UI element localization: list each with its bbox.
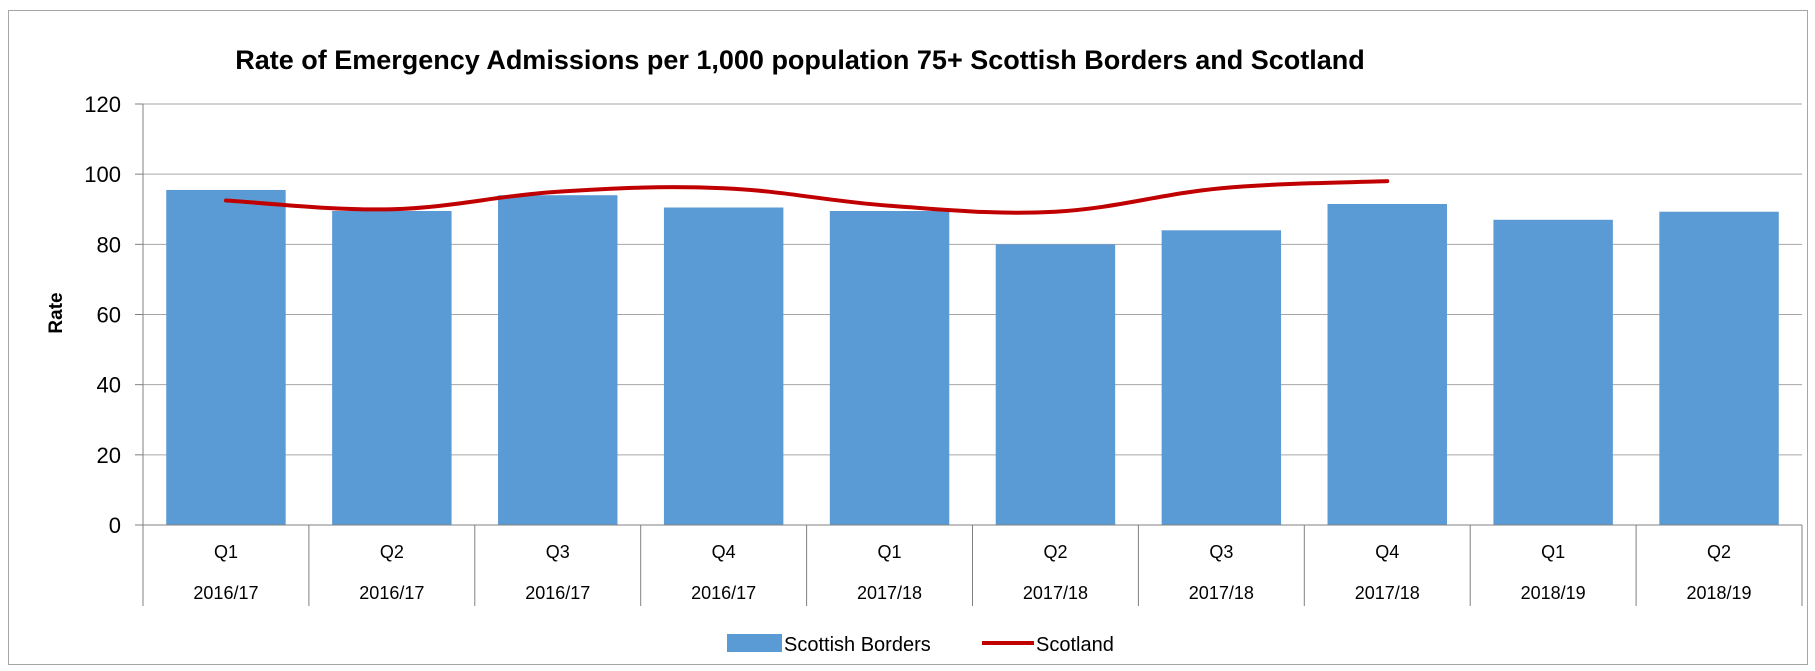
- y-axis-ticks: 0 20 40 60 80 100 120: [84, 92, 144, 538]
- y-tick-label: 40: [97, 373, 121, 398]
- x-tick-label-quarter: Q2: [1707, 542, 1731, 562]
- y-tick-label: 120: [84, 92, 121, 117]
- legend-label-scottish-borders: Scottish Borders: [784, 634, 931, 656]
- x-tick-label-year: 2017/18: [857, 583, 922, 603]
- bar: [663, 207, 784, 525]
- x-tick-label-year: 2017/18: [1355, 583, 1420, 603]
- bar: [1493, 219, 1613, 525]
- x-axis: Q1 2016/17 Q2 2016/17 Q3 2016/17 Q4 2016/17 Q1 20…: [142, 524, 1803, 606]
- x-tick-label-quarter: Q1: [878, 542, 902, 562]
- bar: [1659, 211, 1779, 526]
- y-tick-label: 0: [109, 513, 121, 538]
- legend: Scottish Borders Scotland: [727, 634, 1114, 656]
- y-tick-label: 80: [97, 232, 121, 257]
- x-tick-label-quarter: Q2: [1043, 542, 1067, 562]
- x-tick-label-quarter: Q1: [214, 542, 238, 562]
- x-tick-label-quarter: Q4: [712, 542, 736, 562]
- bar: [1161, 230, 1282, 526]
- x-tick-label-year: 2016/17: [691, 583, 756, 603]
- x-tick-label-year: 2016/17: [359, 583, 424, 603]
- legend-label-scotland: Scotland: [1036, 634, 1114, 656]
- bar: [829, 211, 950, 526]
- x-tick-label-quarter: Q2: [380, 542, 404, 562]
- bar: [166, 189, 286, 525]
- line-series: [223, 179, 1390, 215]
- series-line-scotland: [223, 179, 1390, 215]
- x-tick-label-quarter: Q4: [1375, 542, 1399, 562]
- x-tick-label-year: 2017/18: [1189, 583, 1254, 603]
- bar: [332, 211, 452, 526]
- x-tick-label-quarter: Q3: [1209, 542, 1233, 562]
- x-tick-label-quarter: Q1: [1541, 542, 1565, 562]
- bar-series: [166, 189, 1779, 526]
- chart-title: Rate of Emergency Admissions per 1,000 p…: [235, 45, 1365, 75]
- x-tick-label-year: 2018/19: [1687, 583, 1752, 603]
- bar: [498, 195, 618, 525]
- x-tick-label-year: 2017/18: [1023, 583, 1088, 603]
- x-tick-label-year: 2016/17: [525, 583, 590, 603]
- y-tick-label: 20: [97, 443, 121, 468]
- y-tick-label: 60: [97, 303, 121, 328]
- x-tick-label-year: 2016/17: [193, 583, 258, 603]
- y-axis-label: Rate: [46, 292, 67, 333]
- bar: [1327, 203, 1447, 526]
- x-tick-label-year: 2018/19: [1521, 583, 1586, 603]
- legend-swatch-scottish-borders: [727, 634, 782, 652]
- bar: [995, 244, 1116, 526]
- x-tick-label-quarter: Q3: [546, 542, 570, 562]
- y-tick-label: 100: [84, 162, 121, 187]
